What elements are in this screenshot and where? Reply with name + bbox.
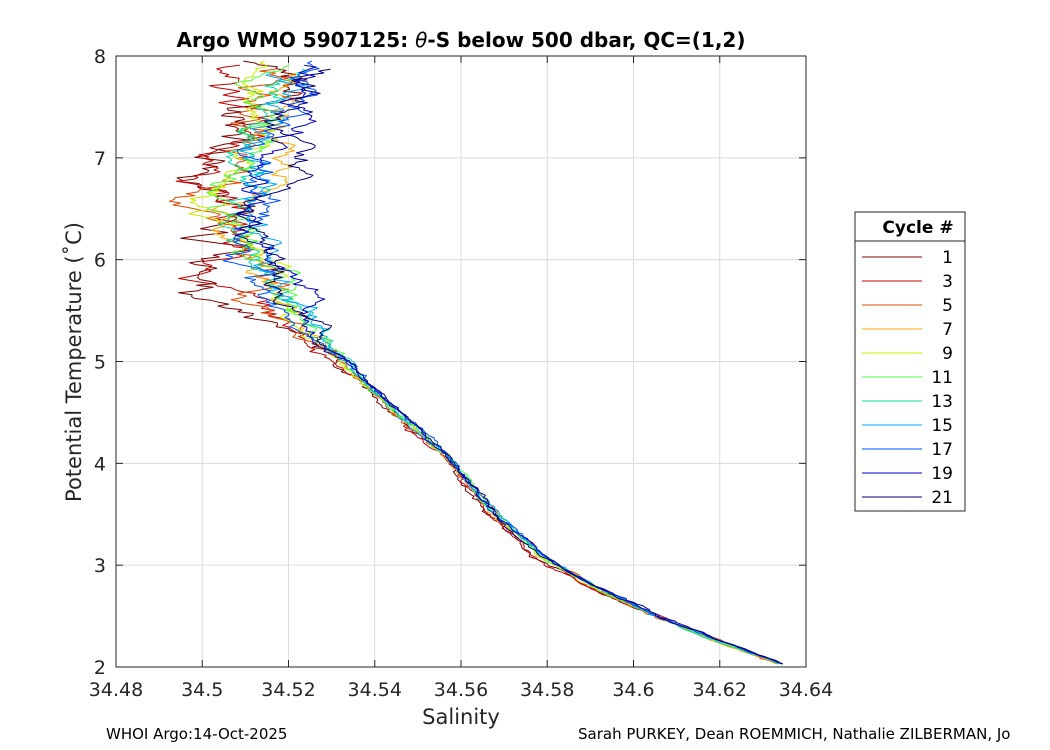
x-tick-label: 34.56 <box>434 679 488 701</box>
y-tick-label: 3 <box>94 555 106 577</box>
x-tick-label: 34.52 <box>261 679 315 701</box>
y-tick-labels: 2 3 4 5 6 7 8 <box>94 46 106 679</box>
legend-label-cycle-1: 1 <box>942 248 953 268</box>
legend-title: Cycle # <box>882 218 953 238</box>
chart-title-prefix: Argo WMO 5907125: <box>177 28 416 52</box>
y-axis-label: Potential Temperature (˚C) <box>62 222 86 502</box>
series-line-cycle-21 <box>235 68 783 665</box>
chart-title-theta: θ <box>415 28 427 52</box>
y-tick-label: 5 <box>94 352 106 374</box>
series-line-cycle-19 <box>234 64 784 665</box>
footer-credits: Sarah PURKEY, Dean ROEMMICH, Nathalie ZI… <box>578 725 1011 743</box>
legend-label-cycle-17: 17 <box>931 440 953 460</box>
x-tick-label: 34.58 <box>520 679 574 701</box>
legend-box <box>854 211 966 512</box>
x-tick-label: 34.54 <box>348 679 402 701</box>
x-tick-label: 34.62 <box>693 679 747 701</box>
legend-label-cycle-19: 19 <box>931 464 953 484</box>
y-tick-label: 7 <box>94 148 106 170</box>
y-tick-label: 2 <box>94 657 106 679</box>
x-tick-label: 34.64 <box>779 679 833 701</box>
y-tick-label: 8 <box>94 46 106 68</box>
series-line-cycle-3 <box>175 64 778 665</box>
y-tick-label: 6 <box>94 250 106 272</box>
x-axis-label: Salinity <box>422 705 500 729</box>
legend-label-cycle-9: 9 <box>942 344 953 364</box>
legend-label-cycle-3: 3 <box>942 272 953 292</box>
legend-label-cycle-15: 15 <box>931 416 953 436</box>
legend-label-cycle-5: 5 <box>942 296 953 316</box>
footer-source: WHOI Argo:14-Oct-2025 <box>106 725 288 743</box>
legend-label-cycle-7: 7 <box>942 320 953 340</box>
x-tick-label: 34.6 <box>612 679 654 701</box>
legend-label-cycle-13: 13 <box>931 392 953 412</box>
y-tick-label: 4 <box>94 453 106 475</box>
series-line-cycle-1 <box>176 60 776 665</box>
legend-label-cycle-11: 11 <box>931 368 953 388</box>
axis-ticks <box>115 55 807 668</box>
chart-title: Argo WMO 5907125: θ-S below 500 dbar, QC… <box>177 28 746 52</box>
legend-label-cycle-21: 21 <box>931 488 953 508</box>
x-tick-labels: 34.48 34.5 34.52 34.54 34.56 34.58 34.6 34.62 34… <box>89 679 833 701</box>
x-tick-label: 34.5 <box>181 679 223 701</box>
chart-title-suffix: -S below 500 dbar, QC=(1,2) <box>427 28 745 52</box>
series-lines <box>169 60 784 665</box>
x-tick-label: 34.48 <box>89 679 143 701</box>
